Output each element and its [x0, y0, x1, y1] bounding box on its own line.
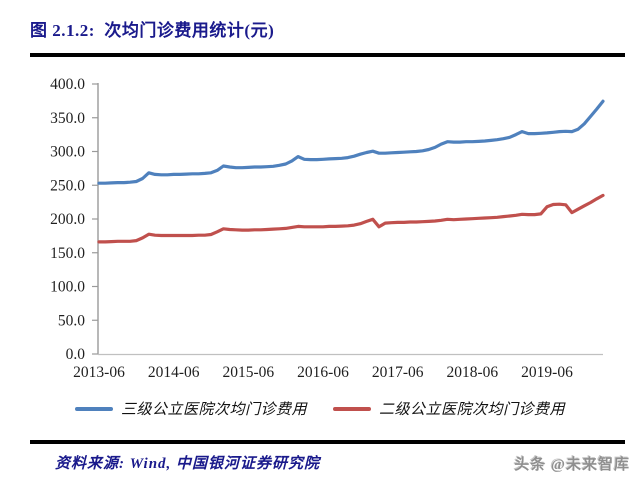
legend-label-secondary-hospital: 二级公立医院次均门诊费用: [379, 402, 566, 418]
data-source-note: 资料来源: Wind, 中国银河证券研究院: [55, 456, 321, 472]
legend-line-blue-icon: [74, 406, 113, 411]
series-line-0: [97, 99, 605, 185]
legend-item-tertiary-hospital: 三级公立医院次均门诊费用: [74, 398, 307, 419]
y-tick-label: 350.0: [50, 110, 85, 127]
y-tick-label: 250.0: [50, 177, 85, 194]
x-tick-label: 2016-06: [297, 364, 349, 381]
x-tick-label: 2013-06: [73, 364, 125, 381]
watermark: 头条 @未来智库: [514, 457, 630, 473]
legend-line-red-icon: [333, 406, 371, 411]
footer-divider: [30, 440, 625, 444]
x-tick-label: 2017-06: [372, 364, 424, 381]
line-chart: 0.0 50.0 100.0 150.0 200.0 250.0 300.0 350.0 400…: [50, 76, 605, 381]
y-tick-label: 150.0: [50, 245, 85, 262]
series-line-1: [97, 193, 605, 244]
x-tick-label: 2019-06: [521, 364, 573, 381]
x-tick-label: 2018-06: [446, 364, 498, 381]
y-tick-label: 200.0: [50, 211, 85, 228]
legend-label-tertiary-hospital: 三级公立医院次均门诊费用: [120, 402, 307, 418]
y-tick-label: 0.0: [66, 346, 86, 363]
y-tick-label: 50.0: [58, 312, 85, 329]
title-divider: [30, 53, 625, 57]
x-tick-label: 2015-06: [222, 364, 274, 381]
legend-item-secondary-hospital: 二级公立医院次均门诊费用: [333, 398, 565, 419]
y-tick-label: 400.0: [50, 76, 85, 93]
x-tick-label: 2014-06: [148, 364, 200, 381]
y-tick-label: 300.0: [50, 144, 85, 161]
chart-legend: 三级公立医院次均门诊费用 二级公立医院次均门诊费用: [0, 398, 640, 419]
figure-title: 图 2.1.2: 次均门诊费用统计(元): [30, 21, 275, 40]
y-tick-label: 100.0: [50, 279, 85, 296]
